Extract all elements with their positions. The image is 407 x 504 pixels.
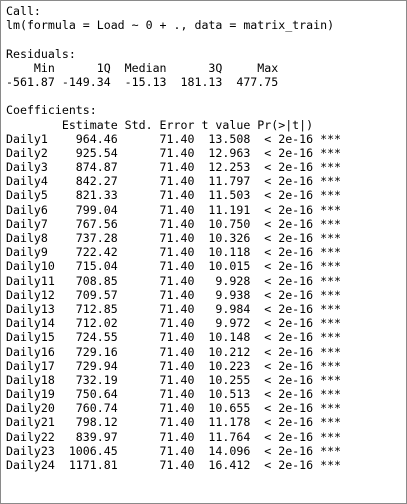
coefficient-row: Daily8 737.28 71.40 10.326 < 2e-16 *** — [6, 231, 342, 245]
coefficient-row: Daily13 712.85 71.40 9.984 < 2e-16 *** — [6, 301, 342, 316]
residuals-values: -561.87 -149.34 -15.13 181.13 477.75 — [6, 74, 286, 89]
coefficient-row: Daily6 799.04 71.40 11.191 < 2e-16 *** — [6, 202, 342, 217]
coefficient-row: Daily11 708.85 71.40 9.928 < 2e-16 *** — [6, 273, 342, 288]
coefficient-row: Daily14 712.02 71.40 9.972 < 2e-16 *** — [6, 316, 342, 331]
coefficient-row: Daily9 722.42 71.40 10.118 < 2e-16 *** — [6, 245, 342, 260]
coefficient-row: Daily4 842.27 71.40 11.797 < 2e-16 *** — [6, 174, 342, 189]
coefficient-row: Daily17 729.94 71.40 10.223 < 2e-16 *** — [6, 358, 342, 373]
residuals-labels: Min 1Q Median 3Q Max — [6, 60, 286, 75]
coefficient-row: Daily10 715.04 71.40 10.015 < 2e-16 *** — [6, 259, 342, 274]
coefficient-row: Daily12 709.57 71.40 9.938 < 2e-16 *** — [6, 287, 342, 302]
call-header: Call: — [6, 4, 41, 18]
residuals-header: Residuals: — [6, 46, 76, 61]
coefficient-row: Daily3 874.87 71.40 12.253 < 2e-16 *** — [6, 160, 342, 175]
coefficients-header: Coefficients: — [6, 103, 97, 118]
coefficient-row: Daily16 729.16 71.40 10.212 < 2e-16 *** — [6, 344, 342, 359]
coefficient-row: Daily24 1171.81 71.40 16.412 < 2e-16 *** — [6, 458, 342, 472]
coefficient-row: Daily23 1006.45 71.40 14.096 < 2e-16 *** — [6, 443, 342, 458]
coefficient-row: Daily22 839.97 71.40 11.764 < 2e-16 *** — [6, 429, 342, 444]
coefficient-row: Daily1 964.46 71.40 13.508 < 2e-16 *** — [6, 131, 342, 146]
blank-line — [6, 89, 341, 103]
coefficient-row: Daily15 724.55 71.40 10.148 < 2e-16 *** — [6, 330, 342, 345]
call-formula: lm(formula = Load ~ 0 + ., data = matrix… — [6, 18, 335, 33]
coefficient-row: Daily20 760.74 71.40 10.655 < 2e-16 *** — [6, 401, 342, 416]
coefficient-row: Daily21 798.12 71.40 11.178 < 2e-16 *** — [6, 415, 342, 430]
blank-line — [6, 32, 341, 46]
coefficients-columns: Estimate Std. Error t value Pr(>|t|) — [6, 117, 342, 132]
coefficient-row: Daily2 925.54 71.40 12.963 < 2e-16 *** — [6, 145, 342, 160]
coefficient-row: Daily5 821.33 71.40 11.503 < 2e-16 *** — [6, 188, 342, 203]
coefficient-row: Daily18 732.19 71.40 10.255 < 2e-16 *** — [6, 372, 342, 387]
coefficient-row: Daily7 767.56 71.40 10.750 < 2e-16 *** — [6, 216, 342, 231]
coefficient-row: Daily19 750.64 71.40 10.513 < 2e-16 *** — [6, 387, 342, 402]
console-text: Call: lm(formula = Load ~ 0 + ., data = m… — [6, 4, 341, 472]
